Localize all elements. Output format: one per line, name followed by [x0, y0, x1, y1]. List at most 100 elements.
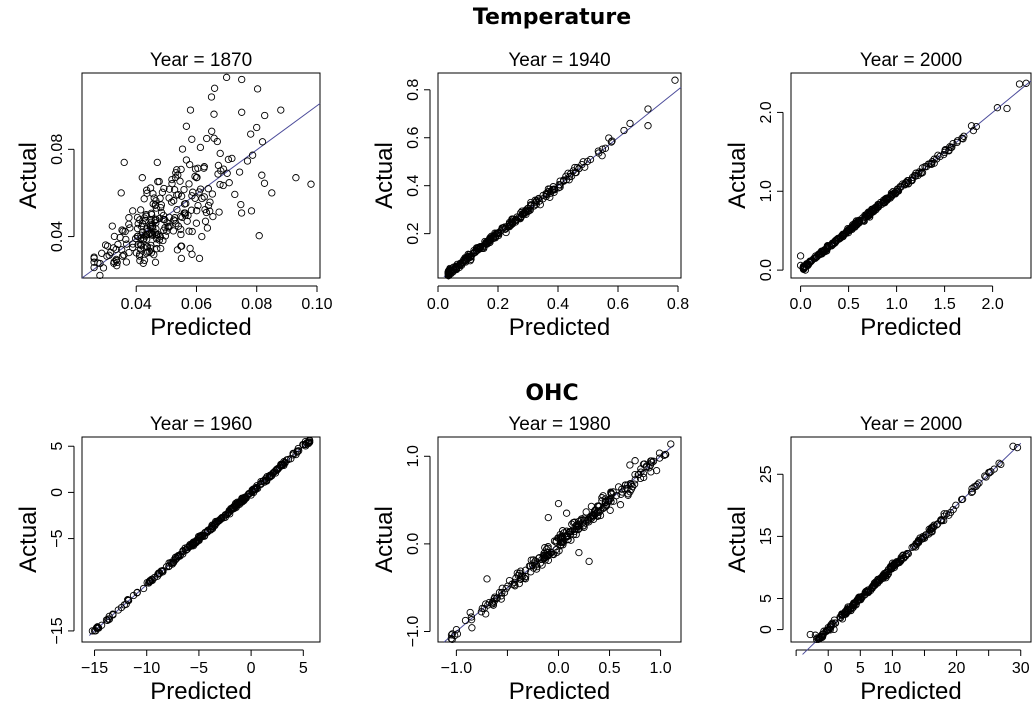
data-point — [841, 608, 850, 616]
x-tick-label: 0.04 — [121, 296, 152, 313]
x-axis-label: Predicted — [509, 678, 610, 705]
data-point — [814, 252, 822, 260]
data-point — [819, 246, 828, 255]
data-point — [275, 463, 284, 472]
data-point — [831, 619, 840, 627]
y-tick-label: 0.08 — [49, 134, 66, 165]
x-axis-label: Predicted — [860, 678, 961, 705]
data-point — [223, 510, 231, 518]
data-point — [993, 104, 1002, 112]
data-point — [150, 194, 158, 202]
data-point — [151, 201, 159, 209]
data-point — [880, 571, 888, 580]
data-point — [490, 595, 498, 603]
data-point — [292, 174, 300, 182]
data-point — [540, 554, 548, 563]
data-point — [853, 221, 861, 229]
data-point — [557, 538, 565, 546]
data-point — [216, 180, 224, 189]
data-point — [507, 221, 515, 229]
data-point — [131, 234, 140, 243]
data-point — [958, 134, 966, 142]
data-point — [852, 600, 860, 608]
x-tick-label: 2.0 — [981, 296, 1003, 313]
data-point — [215, 208, 223, 216]
data-point — [120, 251, 128, 259]
data-point — [108, 222, 116, 230]
data-point — [145, 577, 154, 585]
data-point — [143, 189, 151, 197]
y-axis-label: Actual — [15, 142, 42, 209]
data-point — [667, 440, 675, 448]
data-point — [140, 214, 149, 222]
x-axis-label: Predicted — [860, 314, 961, 341]
data-point — [899, 180, 907, 188]
data-point — [136, 240, 145, 249]
data-point — [444, 271, 453, 280]
data-point — [519, 572, 527, 580]
data-point — [874, 203, 882, 211]
data-point — [902, 180, 910, 188]
data-point — [213, 137, 221, 146]
data-point — [894, 187, 902, 195]
data-point — [180, 185, 188, 194]
data-point — [618, 488, 626, 496]
data-point — [206, 198, 214, 206]
data-point — [569, 167, 577, 175]
data-point — [174, 171, 182, 179]
group-title-temperature: Temperature — [473, 5, 631, 30]
data-point — [182, 156, 191, 164]
data-point — [139, 259, 147, 267]
data-point — [177, 165, 185, 174]
data-point — [237, 209, 246, 217]
x-tick-label: 1.5 — [933, 296, 955, 313]
data-point — [88, 627, 97, 635]
y-tick-label: 0.2 — [405, 222, 422, 244]
points — [88, 436, 314, 635]
data-point — [177, 212, 185, 221]
y-axis-label: Actual — [724, 142, 751, 209]
data-point — [546, 189, 555, 197]
x-tick-label: 0.4 — [547, 296, 569, 313]
data-point — [968, 487, 977, 496]
data-point — [549, 185, 557, 194]
data-point — [458, 258, 467, 267]
data-point — [626, 119, 634, 128]
x-tick-label: 1.0 — [885, 296, 907, 313]
group-title-ohc: OHC — [525, 381, 578, 406]
y-tick-label: 25 — [758, 465, 775, 483]
data-point — [624, 491, 632, 499]
data-point — [559, 534, 567, 542]
data-point — [177, 230, 185, 239]
data-point — [138, 174, 146, 182]
data-point — [193, 207, 201, 215]
data-point — [967, 122, 976, 130]
data-point — [640, 473, 648, 482]
data-point — [247, 207, 256, 215]
data-point — [880, 196, 888, 204]
data-point — [571, 163, 579, 172]
data-point — [556, 177, 564, 185]
data-point — [466, 608, 474, 617]
points — [806, 442, 1022, 644]
data-point — [194, 201, 202, 210]
panel-title: Year = 2000 — [860, 50, 962, 71]
data-point — [96, 259, 104, 268]
plot-frame — [81, 436, 321, 643]
data-point — [532, 565, 541, 573]
data-point — [474, 246, 482, 254]
data-point — [219, 181, 227, 190]
data-point — [173, 246, 182, 254]
data-point — [447, 634, 455, 643]
data-point — [982, 473, 990, 481]
data-point — [258, 171, 266, 179]
data-point — [587, 502, 596, 511]
data-point — [604, 497, 613, 505]
data-point — [940, 148, 949, 157]
data-point — [164, 224, 173, 232]
data-point — [967, 488, 976, 497]
data-point — [499, 224, 507, 232]
data-point — [171, 553, 180, 562]
data-point — [601, 498, 609, 507]
